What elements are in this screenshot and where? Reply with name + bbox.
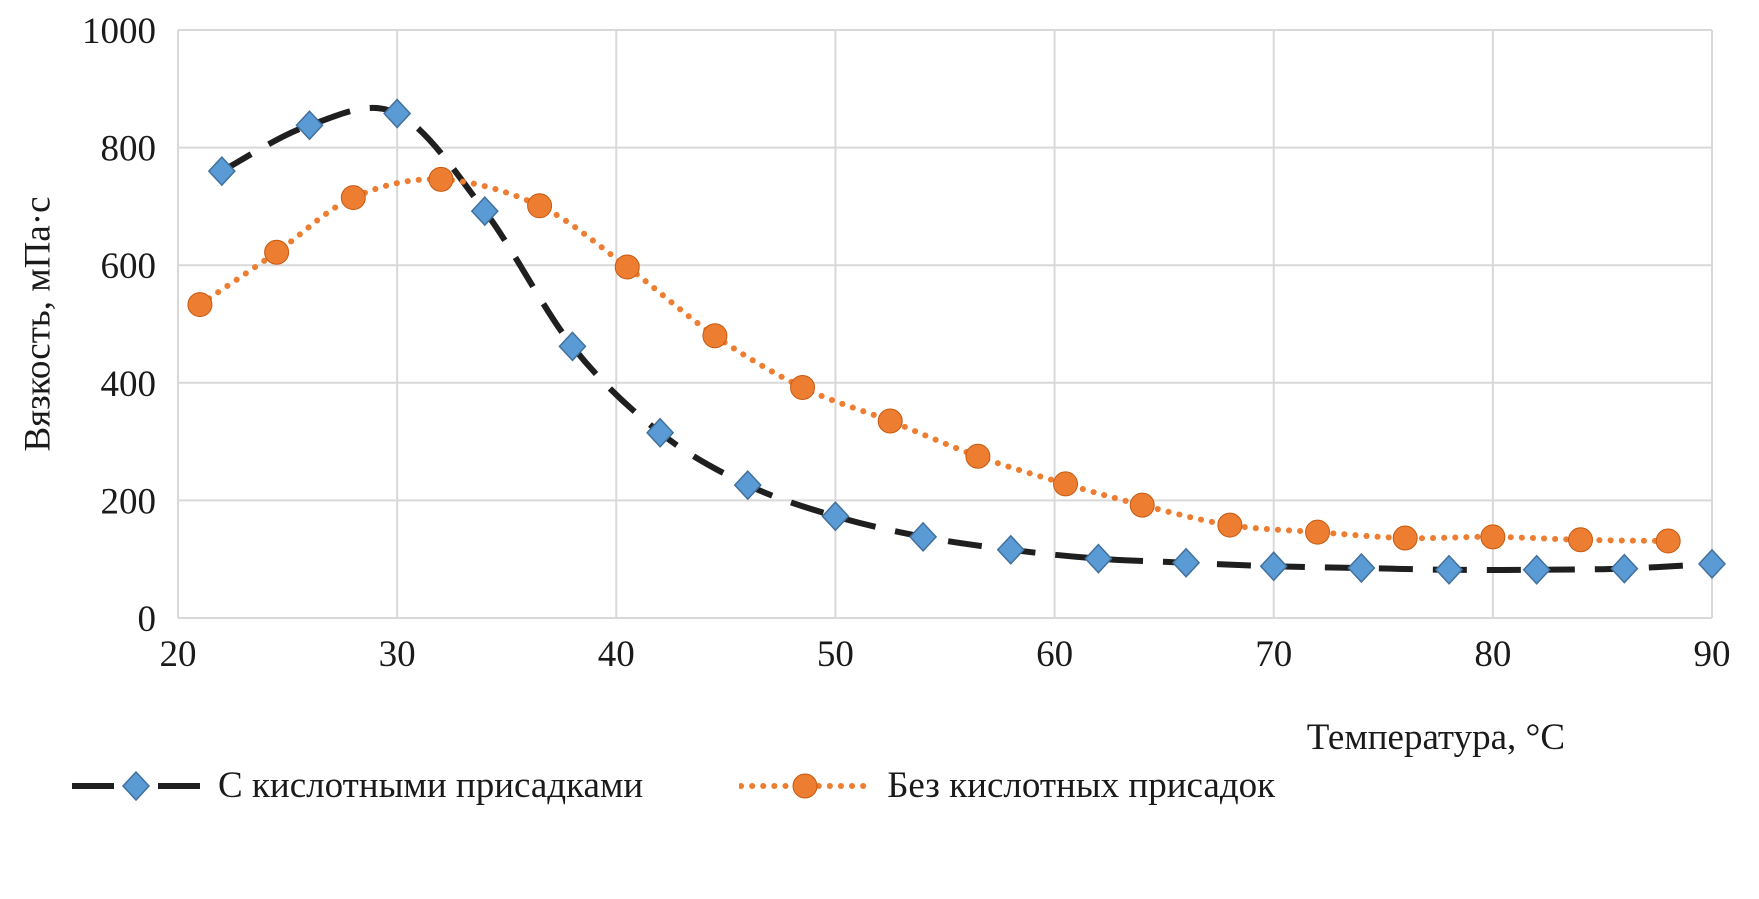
circle-marker	[1655, 528, 1681, 554]
circle-marker	[790, 375, 816, 401]
circle-marker	[1568, 527, 1594, 553]
x-tick-label: 40	[598, 634, 635, 675]
diamond-marker	[1522, 554, 1551, 585]
legend-label-without-additives: Без кислотных присадок	[887, 765, 1276, 806]
circle-marker	[614, 254, 640, 280]
circle-marker	[1392, 525, 1418, 551]
legend-item-without-additives: Без кислотных присадок	[739, 764, 1275, 807]
diamond-marker	[383, 98, 412, 129]
circle-marker	[527, 193, 553, 219]
diamond-marker	[1697, 548, 1727, 580]
circle-marker	[1305, 519, 1331, 545]
x-axis-title: Температура, °C	[1306, 717, 1565, 758]
legend: С кислотными присадками Без кислотных пр…	[70, 764, 1275, 807]
diamond-marker	[1172, 547, 1201, 578]
circle-marker	[702, 323, 728, 349]
x-tick-label: 30	[379, 634, 416, 675]
circle-marker	[1480, 524, 1506, 550]
circle-marker	[965, 443, 991, 469]
diamond-marker	[558, 331, 587, 362]
x-tick-label: 20	[160, 634, 197, 675]
x-tick-label: 80	[1474, 634, 1511, 675]
x-tick-label: 70	[1255, 634, 1292, 675]
diamond-marker	[909, 521, 938, 552]
circle-marker	[187, 292, 213, 318]
y-axis-title: Вязкость, мПа·с	[17, 196, 59, 452]
x-tick-label: 90	[1694, 634, 1731, 675]
diamond-marker	[646, 417, 675, 448]
dashed-line-diamond-marker-icon	[72, 770, 200, 801]
diamond-marker	[121, 770, 151, 801]
diamond-marker	[470, 196, 499, 227]
circle-marker	[1129, 492, 1155, 518]
diamond-marker	[1084, 543, 1113, 574]
diamond-marker	[1259, 551, 1288, 582]
circle-marker	[1053, 471, 1079, 497]
diamond-marker	[1347, 552, 1376, 584]
circle-marker	[1217, 512, 1243, 538]
diamond-marker	[821, 501, 850, 532]
y-tick-label: 200	[101, 481, 157, 522]
x-tick-label: 60	[1036, 634, 1073, 675]
diamond-marker	[733, 470, 762, 501]
y-tick-label: 1000	[82, 11, 156, 52]
diamond-marker	[207, 156, 236, 187]
y-tick-label: 0	[138, 599, 157, 640]
dotted-line-circle-marker-icon	[739, 773, 872, 798]
series-line-1	[196, 176, 1672, 544]
diamond-marker	[1610, 553, 1639, 584]
diamond-marker	[996, 534, 1025, 565]
legend-label-with-additives: С кислотными присадками	[218, 765, 644, 806]
y-tick-label: 800	[101, 129, 157, 170]
circle-marker	[340, 185, 366, 211]
circle-marker	[264, 239, 290, 265]
y-tick-label: 400	[101, 364, 157, 405]
diamond-marker	[1435, 554, 1464, 585]
circle-marker	[428, 166, 454, 192]
x-tick-label: 50	[817, 634, 854, 675]
legend-item-with-additives: С кислотными присадками	[70, 764, 643, 807]
circle-marker	[877, 408, 903, 434]
diamond-marker	[295, 110, 324, 141]
y-tick-label: 600	[101, 246, 157, 287]
circle-marker	[792, 773, 818, 798]
